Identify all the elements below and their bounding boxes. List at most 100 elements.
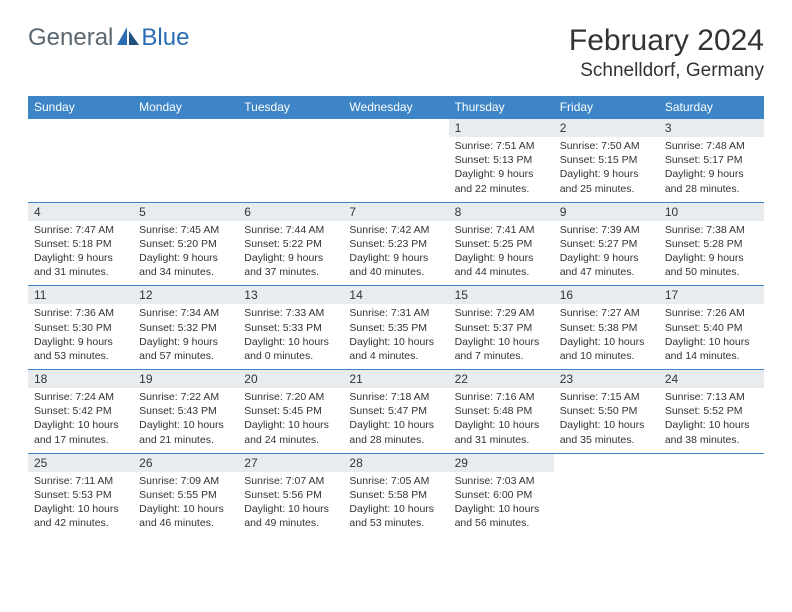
calendar-day-cell: 27Sunrise: 7:07 AMSunset: 5:56 PMDayligh… — [238, 453, 343, 536]
daylight2-text: and 56 minutes. — [455, 516, 548, 530]
daylight2-text: and 53 minutes. — [349, 516, 442, 530]
day-details: Sunrise: 7:34 AMSunset: 5:32 PMDaylight:… — [133, 304, 238, 369]
calendar-day-cell: 3Sunrise: 7:48 AMSunset: 5:17 PMDaylight… — [659, 119, 764, 203]
day-number: 10 — [659, 203, 764, 221]
day-number: 5 — [133, 203, 238, 221]
weekday-header: Tuesday — [238, 96, 343, 119]
daylight1-text: Daylight: 9 hours — [560, 251, 653, 265]
daylight2-text: and 44 minutes. — [455, 265, 548, 279]
calendar-week-row: 25Sunrise: 7:11 AMSunset: 5:53 PMDayligh… — [28, 453, 764, 536]
day-number: 13 — [238, 286, 343, 304]
calendar-table: Sunday Monday Tuesday Wednesday Thursday… — [28, 96, 764, 536]
day-number: 7 — [343, 203, 448, 221]
day-details: Sunrise: 7:07 AMSunset: 5:56 PMDaylight:… — [238, 472, 343, 537]
day-details: Sunrise: 7:44 AMSunset: 5:22 PMDaylight:… — [238, 221, 343, 286]
sunset-text: Sunset: 5:33 PM — [244, 321, 337, 335]
sunrise-text: Sunrise: 7:22 AM — [139, 390, 232, 404]
daylight1-text: Daylight: 10 hours — [244, 335, 337, 349]
daylight1-text: Daylight: 10 hours — [244, 418, 337, 432]
calendar-day-cell: 20Sunrise: 7:20 AMSunset: 5:45 PMDayligh… — [238, 370, 343, 454]
day-number: 11 — [28, 286, 133, 304]
location-label: Schnelldorf, Germany — [569, 60, 764, 82]
sunset-text: Sunset: 5:22 PM — [244, 237, 337, 251]
calendar-day-cell: 6Sunrise: 7:44 AMSunset: 5:22 PMDaylight… — [238, 202, 343, 286]
calendar-week-row: 18Sunrise: 7:24 AMSunset: 5:42 PMDayligh… — [28, 370, 764, 454]
day-details: Sunrise: 7:13 AMSunset: 5:52 PMDaylight:… — [659, 388, 764, 453]
daylight1-text: Daylight: 10 hours — [349, 335, 442, 349]
daylight1-text: Daylight: 10 hours — [560, 335, 653, 349]
calendar-day-cell: 24Sunrise: 7:13 AMSunset: 5:52 PMDayligh… — [659, 370, 764, 454]
daylight1-text: Daylight: 10 hours — [665, 418, 758, 432]
sunset-text: Sunset: 5:43 PM — [139, 404, 232, 418]
sunrise-text: Sunrise: 7:44 AM — [244, 223, 337, 237]
sunset-text: Sunset: 5:53 PM — [34, 488, 127, 502]
daylight2-text: and 31 minutes. — [455, 433, 548, 447]
sunrise-text: Sunrise: 7:11 AM — [34, 474, 127, 488]
calendar-day-cell: 5Sunrise: 7:45 AMSunset: 5:20 PMDaylight… — [133, 202, 238, 286]
calendar-week-row: 11Sunrise: 7:36 AMSunset: 5:30 PMDayligh… — [28, 286, 764, 370]
sunset-text: Sunset: 5:32 PM — [139, 321, 232, 335]
sunset-text: Sunset: 5:27 PM — [560, 237, 653, 251]
day-details: Sunrise: 7:45 AMSunset: 5:20 PMDaylight:… — [133, 221, 238, 286]
day-number: 4 — [28, 203, 133, 221]
daylight2-text: and 21 minutes. — [139, 433, 232, 447]
sunset-text: Sunset: 5:55 PM — [139, 488, 232, 502]
brand-word-1: General — [28, 24, 113, 52]
brand-logo: General Blue — [28, 24, 189, 52]
day-details: Sunrise: 7:38 AMSunset: 5:28 PMDaylight:… — [659, 221, 764, 286]
daylight2-text: and 37 minutes. — [244, 265, 337, 279]
sunrise-text: Sunrise: 7:09 AM — [139, 474, 232, 488]
day-details: Sunrise: 7:20 AMSunset: 5:45 PMDaylight:… — [238, 388, 343, 453]
calendar-day-cell: 25Sunrise: 7:11 AMSunset: 5:53 PMDayligh… — [28, 453, 133, 536]
daylight1-text: Daylight: 10 hours — [139, 502, 232, 516]
daylight2-text: and 10 minutes. — [560, 349, 653, 363]
daylight1-text: Daylight: 9 hours — [560, 167, 653, 181]
day-number: 20 — [238, 370, 343, 388]
calendar-day-cell: 13Sunrise: 7:33 AMSunset: 5:33 PMDayligh… — [238, 286, 343, 370]
calendar-day-cell — [554, 453, 659, 536]
daylight1-text: Daylight: 9 hours — [244, 251, 337, 265]
daylight2-text: and 57 minutes. — [139, 349, 232, 363]
calendar-day-cell — [343, 119, 448, 203]
sunrise-text: Sunrise: 7:16 AM — [455, 390, 548, 404]
sunrise-text: Sunrise: 7:20 AM — [244, 390, 337, 404]
calendar-day-cell: 19Sunrise: 7:22 AMSunset: 5:43 PMDayligh… — [133, 370, 238, 454]
weekday-header: Friday — [554, 96, 659, 119]
calendar-day-cell: 11Sunrise: 7:36 AMSunset: 5:30 PMDayligh… — [28, 286, 133, 370]
daylight2-text: and 50 minutes. — [665, 265, 758, 279]
day-number: 8 — [449, 203, 554, 221]
sunset-text: Sunset: 5:28 PM — [665, 237, 758, 251]
weekday-header: Monday — [133, 96, 238, 119]
day-number: 23 — [554, 370, 659, 388]
weekday-header: Wednesday — [343, 96, 448, 119]
daylight1-text: Daylight: 10 hours — [34, 418, 127, 432]
daylight2-text: and 49 minutes. — [244, 516, 337, 530]
sunset-text: Sunset: 5:17 PM — [665, 153, 758, 167]
calendar-day-cell — [238, 119, 343, 203]
day-details: Sunrise: 7:16 AMSunset: 5:48 PMDaylight:… — [449, 388, 554, 453]
daylight2-text: and 47 minutes. — [560, 265, 653, 279]
sunset-text: Sunset: 5:50 PM — [560, 404, 653, 418]
daylight1-text: Daylight: 9 hours — [139, 335, 232, 349]
calendar-day-cell: 7Sunrise: 7:42 AMSunset: 5:23 PMDaylight… — [343, 202, 448, 286]
day-details: Sunrise: 7:36 AMSunset: 5:30 PMDaylight:… — [28, 304, 133, 369]
sunset-text: Sunset: 5:35 PM — [349, 321, 442, 335]
daylight1-text: Daylight: 9 hours — [34, 335, 127, 349]
daylight1-text: Daylight: 10 hours — [455, 335, 548, 349]
sunrise-text: Sunrise: 7:26 AM — [665, 306, 758, 320]
daylight1-text: Daylight: 9 hours — [139, 251, 232, 265]
calendar-day-cell: 21Sunrise: 7:18 AMSunset: 5:47 PMDayligh… — [343, 370, 448, 454]
day-details: Sunrise: 7:15 AMSunset: 5:50 PMDaylight:… — [554, 388, 659, 453]
daylight1-text: Daylight: 10 hours — [455, 418, 548, 432]
sunset-text: Sunset: 5:40 PM — [665, 321, 758, 335]
daylight1-text: Daylight: 9 hours — [34, 251, 127, 265]
sunrise-text: Sunrise: 7:51 AM — [455, 139, 548, 153]
day-number: 28 — [343, 454, 448, 472]
sunset-text: Sunset: 5:18 PM — [34, 237, 127, 251]
daylight2-text: and 35 minutes. — [560, 433, 653, 447]
weekday-header: Thursday — [449, 96, 554, 119]
weekday-header-row: Sunday Monday Tuesday Wednesday Thursday… — [28, 96, 764, 119]
sunset-text: Sunset: 5:42 PM — [34, 404, 127, 418]
sunset-text: Sunset: 5:58 PM — [349, 488, 442, 502]
daylight1-text: Daylight: 10 hours — [665, 335, 758, 349]
